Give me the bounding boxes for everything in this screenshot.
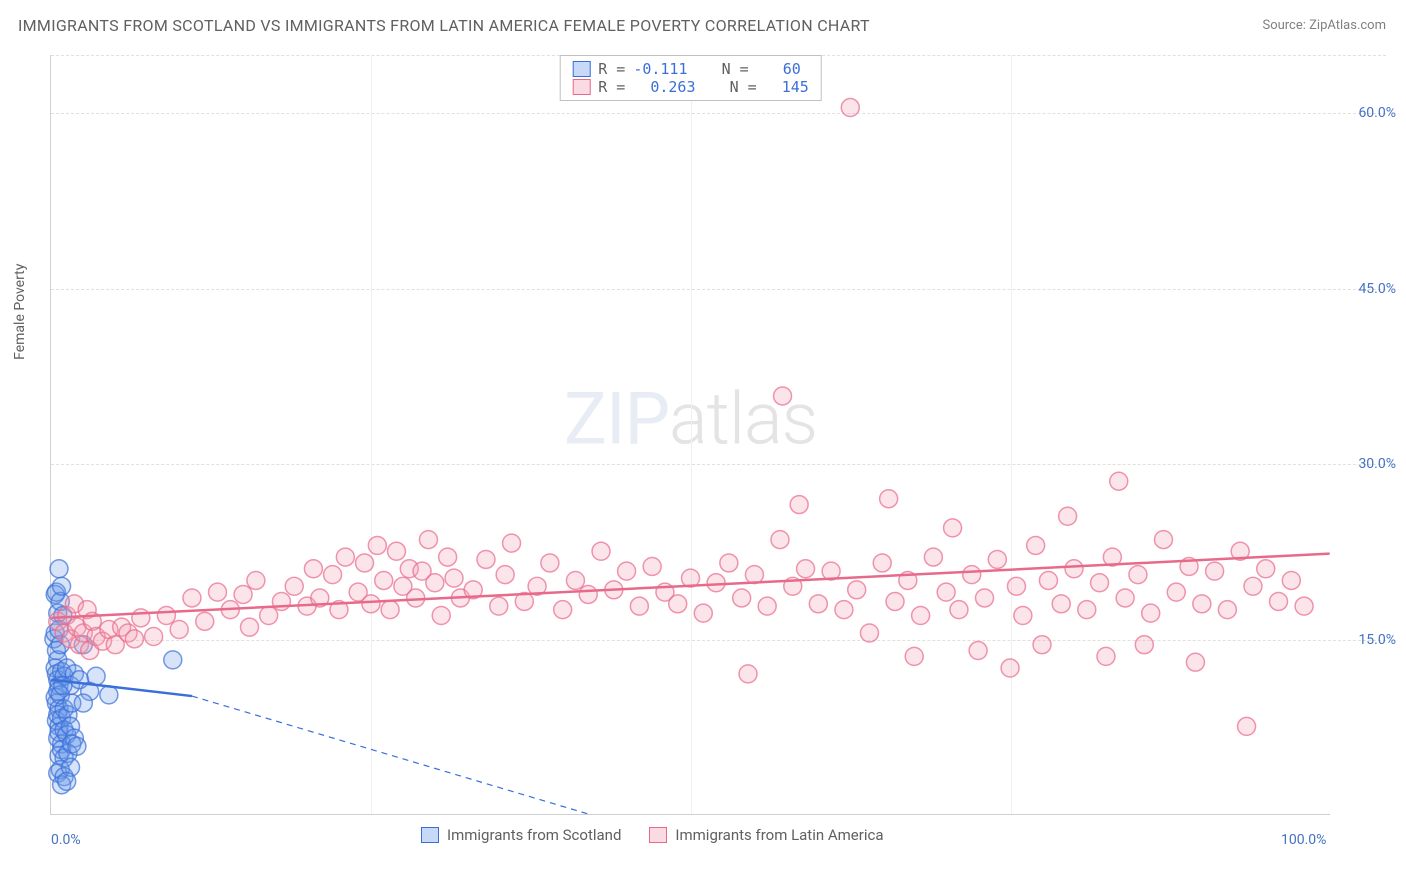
legend-item-latam: Immigrants from Latin America <box>649 826 883 844</box>
stat-n-label <box>704 78 722 96</box>
stat-r-latam-val: 0.263 <box>650 78 695 96</box>
y-tick-label: 60.0% <box>1336 105 1396 121</box>
source-attribution: Source: ZipAtlas.com <box>1262 18 1386 33</box>
scatter-svg <box>51 55 1330 814</box>
x-tick-label: 100.0% <box>1281 832 1326 848</box>
stat-n-scotland <box>757 60 775 78</box>
swatch-latam-icon <box>649 827 667 843</box>
legend-label-scotland: Immigrants from Scotland <box>447 826 621 844</box>
stats-row-scotland: R = -0.111 N = 60 <box>572 60 809 78</box>
stat-r-scotland: -0.111 <box>633 60 687 78</box>
stat-n-latam <box>765 78 774 96</box>
swatch-scotland-icon <box>421 827 439 843</box>
stats-row-latam: R = 0.263 N = 145 <box>572 78 809 96</box>
stat-n-label: N = <box>722 60 749 78</box>
legend-label-latam: Immigrants from Latin America <box>675 826 883 844</box>
chart-title: IMMIGRANTS FROM SCOTLAND VS IMMIGRANTS F… <box>18 16 870 35</box>
legend-item-scotland: Immigrants from Scotland <box>421 826 621 844</box>
stat-n-scotland-val: 60 <box>783 60 801 78</box>
stat-r-label: R = <box>598 78 625 96</box>
stat-r-latam <box>633 78 642 96</box>
stat-r-label: R = <box>598 60 625 78</box>
y-tick-label: 30.0% <box>1336 456 1396 472</box>
y-tick-label: 45.0% <box>1336 281 1396 297</box>
stat-n-label: N = <box>730 78 757 96</box>
bottom-legend: Immigrants from Scotland Immigrants from… <box>421 826 884 844</box>
y-axis-label: Female Poverty <box>12 264 28 360</box>
plot-area: ZIPatlas R = -0.111 N = 60 R = 0.263 N =… <box>50 55 1330 815</box>
stats-box: R = -0.111 N = 60 R = 0.263 N = 145 <box>559 55 822 101</box>
stat-n-label <box>696 60 714 78</box>
y-tick-label: 15.0% <box>1336 632 1396 648</box>
x-tick-label: 0.0% <box>51 832 81 848</box>
swatch-latam-icon <box>572 79 590 95</box>
stat-n-latam-val: 145 <box>782 78 809 96</box>
swatch-scotland-icon <box>572 61 590 77</box>
